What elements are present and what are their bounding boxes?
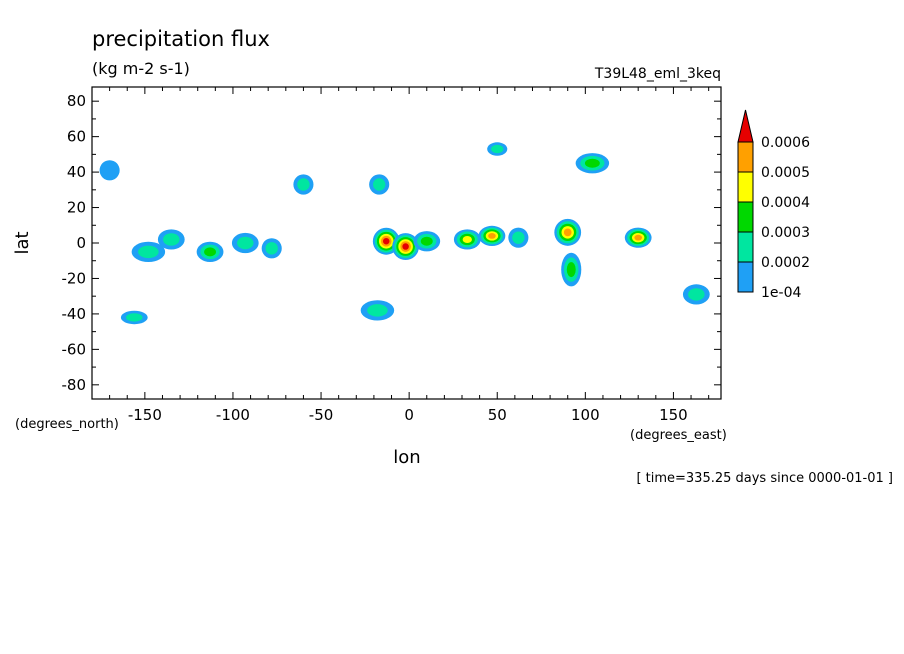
contour-cell [157,229,185,250]
contour-level [488,233,496,239]
contour-level [566,262,576,278]
contour-cell [561,252,582,287]
contour-cell [413,231,441,252]
contour-level [688,288,705,301]
colorbar-label: 0.0004 [761,195,810,211]
y-tick-label: -20 [62,269,87,287]
contour-level [265,242,278,255]
contour-level [297,178,310,191]
dataset-label: T39L48_eml_3keq [594,66,721,82]
colorbar: 1e-04 0.0002 0.0003 0.0004 0.0005 0.0006 [737,109,810,301]
contour-cell [231,232,259,254]
contour-level [373,178,386,191]
y-tick-label: 80 [67,92,86,110]
contour-level [491,144,504,154]
y-tick-label: -80 [62,376,87,394]
contour-cell [196,241,224,262]
colorbar-label: 0.0005 [761,165,810,181]
contour-level [382,237,390,245]
contour-cell [120,310,148,325]
contour-level [138,245,159,259]
contour-cell [131,241,166,262]
y-tick-label: 60 [67,128,86,146]
chart-title: precipitation flux [92,27,270,51]
contour-cell [682,284,710,305]
contour-cell [360,300,395,321]
contour-cell [392,233,420,261]
colorbar-swatch [737,171,754,203]
contour-level [563,228,572,237]
colorbar-arrow [737,109,754,143]
contour-level [126,313,143,322]
x-tick-label: -50 [309,406,334,424]
x-axis: -150 -100 -50 0 50 100 150 [109,87,710,424]
colorbar-label: 0.0002 [761,255,810,271]
chart-units: (kg m-2 s-1) [92,59,190,78]
contour-level [584,158,600,168]
contour-level [512,231,525,244]
contour-cell [293,174,314,195]
contour-cell [508,227,529,248]
contour-level [204,247,216,257]
colorbar-label: 0.0006 [761,135,810,151]
x-tick-label: 0 [404,406,414,424]
contour-cell [487,142,508,156]
colorbar-swatch [737,231,754,263]
y-tick-label: 20 [67,199,86,217]
x-tick-label: -100 [216,406,250,424]
x-tick-label: 100 [571,406,600,424]
contour-cell [369,174,390,195]
x-tick-label: -150 [128,406,162,424]
y-tick-label: -60 [62,340,87,358]
contour-field [99,142,710,325]
colorbar-swatch [737,201,754,233]
x-units-label: (degrees_east) [630,428,727,443]
y-tick-label: -40 [62,305,87,323]
contour-cell [624,227,652,248]
contour-cell [575,153,610,174]
y-axis: 80 60 40 20 0 -20 -40 -60 -80 [62,92,721,394]
colorbar-label: 1e-04 [761,285,801,301]
contour-cell [99,160,120,181]
contour-level [462,235,472,243]
colorbar-swatch [737,141,754,173]
contour-level [367,304,388,317]
contour-cell [261,238,282,259]
contour-level [99,160,120,181]
colorbar-label: 0.0003 [761,225,810,241]
contour-level [634,234,643,241]
contour-cell [478,225,506,247]
colorbar-swatch [737,261,754,293]
contour-level [420,236,433,246]
x-axis-label: lon [393,447,420,468]
x-tick-label: 150 [659,406,688,424]
contour-cell [453,229,481,250]
contour-level [237,236,254,250]
y-units-label: (degrees_north) [15,417,119,432]
x-tick-label: 50 [488,406,507,424]
plot-area: -150 -100 -50 0 50 100 150 80 60 40 20 0 -20 -40 -60 -… [62,86,722,424]
contour-level [402,243,409,250]
contour-level [163,233,180,246]
time-label: [ time=335.25 days since 0000-01-01 ] [636,471,893,486]
contour-cell [554,218,582,246]
y-axis-label: lat [12,231,33,254]
y-tick-label: 0 [76,234,86,252]
y-tick-label: 40 [67,163,86,181]
